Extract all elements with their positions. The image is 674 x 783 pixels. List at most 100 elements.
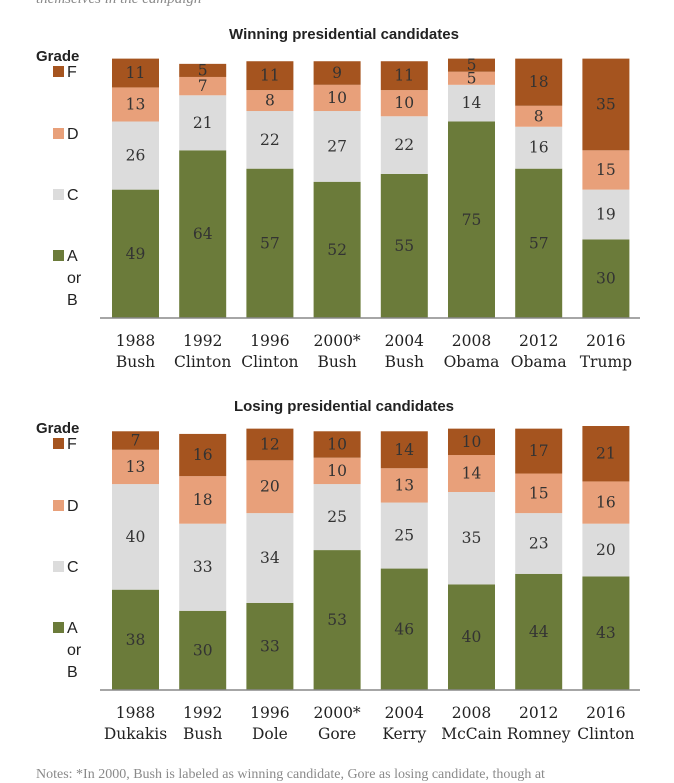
losing-category-year-4: 2004 — [385, 704, 425, 722]
winning-category-name-0: Bush — [116, 353, 155, 371]
losing-value-label-5-ab: 40 — [462, 628, 482, 646]
losing-category-name-5: McCain — [441, 725, 502, 743]
winning-legend-label-d: D — [67, 126, 79, 143]
losing-value-label-7-d: 16 — [596, 494, 616, 512]
losing-bar-4-f — [380, 431, 428, 469]
losing-value-label-3-f: 10 — [327, 435, 347, 453]
winning-value-label-2-c: 22 — [260, 131, 280, 149]
winning-value-label-6-d: 8 — [534, 107, 544, 125]
losing-value-label-4-c: 25 — [394, 527, 414, 545]
winning-bar-0-c — [112, 121, 159, 190]
losing-value-label-6-c: 23 — [529, 534, 549, 552]
winning-bar-5-d — [448, 71, 495, 85]
winning-category-name-6: Obama — [511, 353, 567, 371]
losing-bar-7-f — [582, 426, 630, 482]
losing-bar-6-c — [515, 513, 563, 574]
winning-bar-1-d — [179, 76, 227, 96]
header-clipped-text: themselves in the campaign — [36, 0, 201, 8]
winning-value-label-5-f: 5 — [467, 56, 477, 74]
losing-category-year-5: 2008 — [452, 704, 491, 722]
winning-value-label-5-c: 14 — [462, 94, 482, 112]
losing-category-name-0: Dukakis — [104, 725, 167, 743]
losing-category-year-1: 1992 — [183, 704, 222, 722]
winning-legend-label-ab: A — [67, 248, 78, 265]
winning-value-label-3-c: 27 — [327, 137, 347, 155]
winning-bar-6-c — [515, 126, 563, 169]
losing-legend-swatch-c — [53, 561, 64, 572]
losing-category-name-4: Kerry — [382, 725, 426, 743]
losing-bar-4-d — [380, 468, 428, 503]
winning-bar-3-ab — [313, 181, 361, 318]
losing-legend-label-ab: B — [67, 664, 78, 681]
winning-category-year-5: 2008 — [452, 332, 491, 350]
winning-bar-4-f — [380, 61, 428, 91]
losing-bar-2-f — [246, 428, 294, 461]
losing-value-label-0-ab: 38 — [126, 631, 146, 649]
losing-bar-6-f — [515, 428, 563, 474]
losing-bar-1-ab — [179, 610, 227, 690]
losing-value-label-7-c: 20 — [596, 541, 616, 559]
losing-bar-3-c — [313, 484, 361, 551]
winning-legend-swatch-ab — [53, 250, 64, 261]
winning-value-label-5-ab: 75 — [462, 211, 482, 229]
losing-value-label-6-f: 17 — [529, 442, 549, 460]
winning-value-label-4-f: 11 — [394, 67, 414, 85]
winning-category-name-2: Clinton — [241, 353, 298, 371]
losing-value-label-3-ab: 53 — [327, 611, 347, 629]
winning-value-label-3-d: 10 — [327, 89, 347, 107]
winning-bar-0-ab — [112, 189, 159, 318]
losing-bar-5-d — [448, 455, 495, 492]
losing-bar-6-ab — [515, 573, 563, 690]
losing-bar-4-ab — [380, 568, 428, 690]
winning-bar-1-f — [179, 63, 227, 77]
winning-bar-0-d — [112, 87, 159, 122]
losing-value-label-7-ab: 43 — [596, 624, 616, 642]
losing-bar-0-f — [112, 431, 159, 450]
losing-category-year-6: 2012 — [519, 704, 558, 722]
winning-legend-swatch-d — [53, 128, 64, 139]
losing-value-label-2-c: 34 — [260, 549, 280, 567]
winning-value-label-2-d: 8 — [265, 92, 275, 110]
winning-value-label-1-c: 21 — [193, 114, 213, 132]
winning-category-year-6: 2012 — [519, 332, 558, 350]
winning-category-name-3: Bush — [317, 353, 356, 371]
losing-value-label-1-ab: 30 — [193, 641, 213, 659]
winning-legend-swatch-f — [53, 66, 64, 77]
losing-bar-5-c — [448, 492, 495, 585]
losing-value-label-0-d: 13 — [126, 458, 146, 476]
losing-bar-2-ab — [246, 602, 294, 690]
losing-value-label-6-ab: 44 — [529, 623, 549, 641]
losing-bar-3-f — [313, 431, 361, 458]
losing-bar-0-ab — [112, 589, 159, 690]
losing-bar-2-c — [246, 513, 294, 603]
winning-bar-6-d — [515, 105, 563, 127]
winning-bar-2-c — [246, 111, 294, 169]
winning-value-label-2-f: 11 — [260, 67, 280, 85]
winning-bar-3-d — [313, 84, 361, 112]
winning-value-label-0-f: 11 — [126, 64, 146, 82]
winning-legend-title: Grade — [36, 48, 79, 65]
winning-bar-0-f — [112, 58, 159, 88]
winning-bar-7-d — [582, 150, 630, 190]
winning-bar-2-f — [246, 61, 294, 91]
losing-value-label-2-ab: 33 — [260, 637, 280, 655]
winning-category-year-0: 1988 — [116, 332, 155, 350]
winning-bar-7-ab — [582, 239, 630, 318]
losing-legend-label-ab: or — [67, 642, 82, 659]
winning-category-name-1: Clinton — [174, 353, 231, 371]
losing-value-label-1-f: 16 — [193, 446, 213, 464]
winning-value-label-6-c: 16 — [529, 139, 549, 157]
losing-legend-label-f: F — [67, 436, 77, 453]
losing-legend-swatch-ab — [53, 622, 64, 633]
winning-category-name-4: Bush — [385, 353, 424, 371]
winning-bar-5-c — [448, 84, 495, 122]
winning-value-label-3-f: 9 — [332, 64, 342, 82]
winning-bar-7-f — [582, 58, 630, 151]
losing-value-label-7-f: 21 — [596, 445, 616, 463]
losing-category-year-7: 2016 — [586, 704, 625, 722]
footer-note-clipped: Notes: *In 2000, Bush is labeled as winn… — [36, 767, 545, 782]
winning-value-label-1-d: 7 — [198, 77, 208, 95]
winning-value-label-0-ab: 49 — [126, 245, 146, 263]
losing-category-name-1: Bush — [183, 725, 222, 743]
